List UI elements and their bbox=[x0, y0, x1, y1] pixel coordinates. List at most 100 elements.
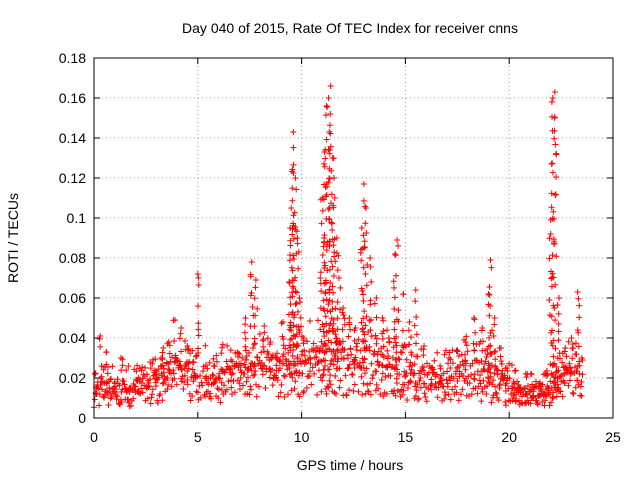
data-point bbox=[546, 255, 553, 262]
data-point bbox=[317, 275, 324, 281]
data-point bbox=[160, 365, 167, 372]
data-point bbox=[307, 317, 314, 324]
data-point bbox=[367, 391, 374, 398]
data-point bbox=[178, 348, 185, 355]
data-point bbox=[104, 389, 111, 396]
data-point bbox=[209, 371, 216, 378]
data-point bbox=[248, 367, 255, 374]
data-point bbox=[412, 298, 419, 305]
data-point bbox=[408, 366, 415, 373]
data-point bbox=[333, 235, 340, 241]
data-point bbox=[553, 150, 560, 157]
data-point bbox=[165, 366, 172, 373]
data-point bbox=[207, 395, 214, 402]
data-point bbox=[392, 252, 399, 259]
data-point bbox=[486, 334, 493, 341]
data-point bbox=[412, 287, 419, 293]
plot-frame bbox=[93, 57, 614, 419]
data-point bbox=[160, 344, 167, 351]
data-point bbox=[396, 371, 403, 378]
data-point bbox=[348, 371, 355, 378]
data-point bbox=[415, 395, 422, 402]
data-point bbox=[384, 347, 391, 354]
data-point bbox=[265, 350, 272, 357]
data-point bbox=[362, 205, 369, 211]
data-point bbox=[260, 343, 267, 350]
data-point bbox=[362, 203, 369, 210]
data-point bbox=[534, 401, 541, 408]
data-point bbox=[503, 380, 510, 387]
data-point bbox=[252, 312, 259, 319]
data-point bbox=[242, 315, 249, 321]
y-tick-label: 0.14 bbox=[59, 130, 86, 146]
data-point bbox=[328, 219, 335, 226]
data-point bbox=[123, 367, 130, 374]
data-point bbox=[289, 185, 296, 192]
data-point bbox=[318, 220, 325, 227]
data-point bbox=[334, 347, 341, 354]
data-point bbox=[454, 364, 461, 371]
data-point bbox=[330, 242, 337, 249]
data-point bbox=[159, 355, 166, 361]
data-point bbox=[165, 381, 172, 388]
data-point bbox=[154, 399, 161, 406]
data-point bbox=[549, 342, 556, 349]
data-point bbox=[327, 381, 334, 388]
data-point bbox=[321, 341, 328, 348]
data-point bbox=[569, 389, 576, 396]
data-point bbox=[391, 387, 398, 394]
data-point bbox=[115, 400, 122, 407]
data-point bbox=[447, 365, 454, 372]
data-point bbox=[303, 384, 310, 391]
data-point bbox=[157, 390, 164, 397]
data-point bbox=[551, 360, 558, 367]
data-point bbox=[237, 367, 244, 374]
data-point bbox=[291, 358, 298, 365]
data-point bbox=[337, 284, 344, 291]
data-point bbox=[475, 383, 482, 390]
data-point bbox=[474, 390, 481, 397]
data-point bbox=[380, 317, 387, 324]
data-point bbox=[421, 364, 428, 371]
data-point bbox=[334, 315, 341, 322]
data-point bbox=[345, 365, 352, 371]
data-point bbox=[428, 386, 435, 393]
data-point bbox=[292, 361, 299, 368]
data-point bbox=[242, 335, 249, 342]
data-point bbox=[394, 237, 401, 243]
data-point bbox=[177, 330, 184, 337]
data-point bbox=[510, 379, 517, 385]
data-point bbox=[411, 370, 418, 377]
data-point bbox=[437, 375, 444, 381]
data-point bbox=[421, 343, 428, 349]
y-tick-label: 0.12 bbox=[59, 170, 86, 186]
data-point bbox=[184, 343, 191, 349]
data-point bbox=[116, 382, 123, 389]
data-point bbox=[269, 382, 276, 389]
data-point bbox=[293, 289, 300, 296]
data-point bbox=[407, 378, 414, 385]
data-point bbox=[293, 300, 300, 307]
data-point bbox=[332, 258, 339, 265]
data-point bbox=[170, 370, 177, 377]
data-point bbox=[306, 355, 313, 361]
data-point bbox=[326, 147, 333, 154]
data-point bbox=[494, 371, 501, 378]
data-point bbox=[445, 355, 452, 361]
data-point bbox=[382, 373, 389, 380]
data-point bbox=[492, 389, 499, 396]
data-point bbox=[406, 363, 413, 370]
data-point bbox=[324, 307, 331, 314]
data-point bbox=[287, 301, 294, 308]
data-point bbox=[373, 368, 380, 375]
data-point bbox=[296, 295, 303, 301]
data-point bbox=[548, 160, 555, 167]
data-point bbox=[332, 305, 339, 312]
data-point bbox=[392, 251, 399, 257]
data-point bbox=[278, 320, 285, 327]
data-point bbox=[332, 331, 339, 338]
data-point bbox=[364, 388, 371, 395]
data-point bbox=[339, 338, 346, 345]
x-tick-label: 15 bbox=[398, 429, 414, 445]
data-point bbox=[279, 319, 286, 325]
